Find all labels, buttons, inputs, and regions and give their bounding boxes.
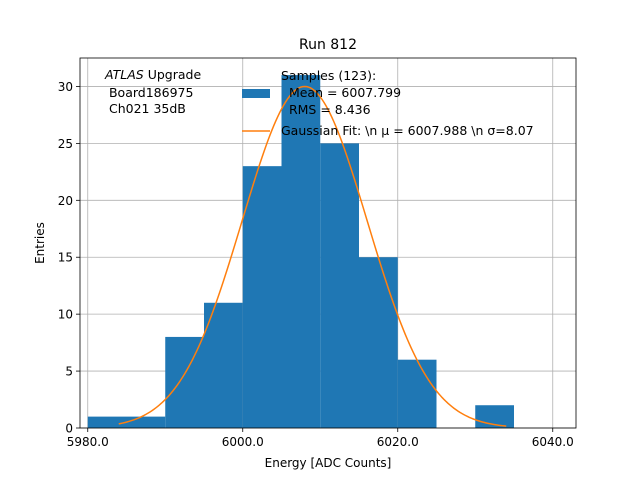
- histogram-bar: [242, 166, 282, 428]
- legend-fit-label: Gaussian Fit: \n μ = 6007.988 \n σ=8.07: [281, 123, 534, 138]
- y-tick-label: 25: [58, 137, 73, 151]
- legend: Samples (123): Mean = 6007.799 RMS = 8.4…: [242, 68, 534, 138]
- legend-samples-patch: [242, 89, 270, 98]
- histogram-bar: [397, 359, 437, 428]
- legend-samples-line2: Mean = 6007.799: [281, 85, 401, 100]
- x-tick-label: 5980.0: [67, 435, 109, 449]
- histogram-bars: [87, 75, 514, 429]
- y-tick-label: 20: [58, 194, 73, 208]
- x-axis-ticks: 5980.0 6000.0 6020.0 6040.0: [67, 428, 574, 449]
- x-tick-label: 6020.0: [377, 435, 419, 449]
- histogram-bar: [281, 75, 321, 429]
- y-tick-label: 30: [58, 80, 73, 94]
- x-tick-label: 6000.0: [222, 435, 264, 449]
- svg-text:ATLAS Upgrade: ATLAS Upgrade: [104, 67, 201, 82]
- plot-frame: [79, 57, 577, 429]
- experiment-annotation: ATLAS Upgrade Board186975 Ch021 35dB: [104, 67, 201, 116]
- y-axis-label: Entries: [33, 222, 47, 264]
- annotation-experiment: ATLAS: [104, 67, 144, 82]
- annotation-line2: Board186975: [105, 85, 193, 100]
- y-tick-label: 5: [65, 365, 73, 379]
- y-tick-label: 0: [65, 422, 73, 436]
- y-tick-label: 15: [58, 251, 73, 265]
- y-tick-label: 10: [58, 308, 73, 322]
- legend-samples-line1: Samples (123):: [281, 68, 376, 83]
- gaussian-fit-curve: [118, 85, 507, 427]
- annotation-line1: Upgrade: [144, 67, 202, 82]
- histogram-bar: [165, 336, 204, 428]
- legend-samples-line3: RMS = 8.436: [281, 102, 371, 117]
- histogram-bar: [204, 302, 243, 428]
- x-axis-label: Energy [ADC Counts]: [265, 456, 392, 470]
- chart-title: Run 812: [299, 37, 357, 53]
- y-axis-ticks: 0 5 10 15 20 25 30: [58, 80, 80, 436]
- histogram-bar: [359, 257, 398, 428]
- x-tick-label: 6040.0: [532, 435, 574, 449]
- histogram-bar: [320, 143, 359, 428]
- annotation-line3: Ch021 35dB: [105, 101, 186, 116]
